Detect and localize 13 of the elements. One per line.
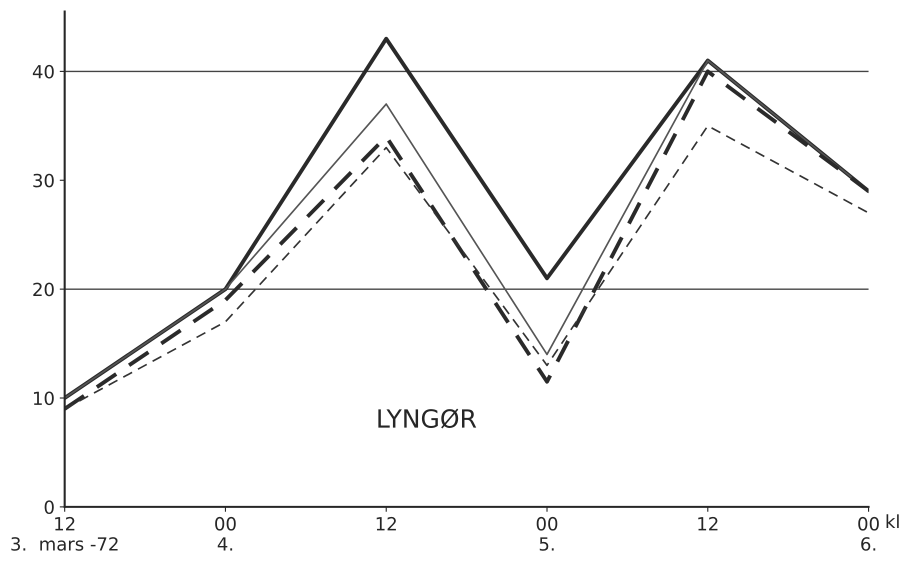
y-tick-label: 20 xyxy=(33,282,54,296)
x-tick-label: 12 3. mars -72 xyxy=(11,516,118,551)
x-tick-label: 00 5. xyxy=(536,516,558,551)
x-tick-label: 00 6. xyxy=(858,516,879,551)
y-tick-label: 10 xyxy=(34,391,54,406)
x-tick-label: 12 xyxy=(376,516,396,530)
y-tick-label: 0 xyxy=(44,500,54,514)
x-tick-label: 00 4. xyxy=(215,516,236,551)
y-tick-label: 30 xyxy=(33,174,54,188)
x-axis-title: kl xyxy=(886,514,899,528)
annotation: LYNGØR xyxy=(378,408,476,428)
y-tick-label: 40 xyxy=(32,64,54,79)
x-tick-label: 12 xyxy=(698,516,718,530)
